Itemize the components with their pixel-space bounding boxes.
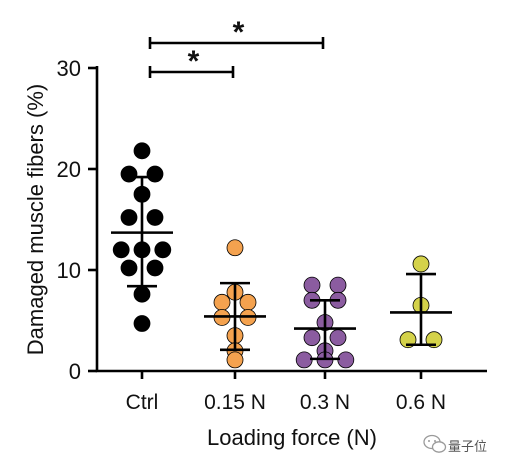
significance-label: * — [233, 16, 245, 49]
data-point — [303, 276, 321, 294]
data-point — [226, 351, 244, 369]
x-axis-title: Loading force (N) — [207, 425, 377, 450]
y-tick-label: 0 — [69, 359, 81, 384]
data-point — [295, 351, 313, 369]
data-point — [120, 209, 138, 226]
data-point — [213, 293, 231, 311]
data-point — [239, 293, 257, 311]
significance-label: * — [188, 45, 200, 78]
data-point — [133, 142, 151, 160]
x-tick-label: Ctrl — [126, 391, 159, 414]
data-point — [112, 241, 130, 259]
data-point — [120, 165, 138, 183]
data-point — [133, 285, 151, 303]
data-point — [337, 351, 355, 369]
data-point — [412, 255, 430, 273]
data-point — [303, 329, 321, 347]
data-point — [226, 239, 244, 257]
x-tick-label: 0.15 N — [204, 391, 266, 414]
y-tick-label: 10 — [57, 258, 81, 283]
x-tick-label: 0.6 N — [396, 391, 446, 414]
data-point — [133, 315, 151, 332]
data-point — [146, 209, 164, 226]
watermark-text: 量子位 — [448, 440, 487, 455]
y-tick-label: 20 — [57, 157, 81, 182]
data-point — [120, 259, 138, 277]
y-axis-title: Damaged muscle fibers (%) — [23, 84, 48, 355]
plot-area: 0 10 20 30 Ctrl 0.15 N 0.3 N 0.6 N Loading force… — [23, 16, 487, 450]
data-point — [154, 241, 172, 259]
wechat-icon — [423, 434, 447, 453]
data-point — [329, 276, 347, 294]
x-tick-label: 0.3 N — [300, 391, 350, 414]
data-point — [329, 329, 347, 347]
y-tick-label: 30 — [57, 56, 81, 81]
watermark: 量子位 — [423, 434, 487, 455]
data-point — [146, 259, 164, 277]
data-point — [146, 165, 164, 183]
